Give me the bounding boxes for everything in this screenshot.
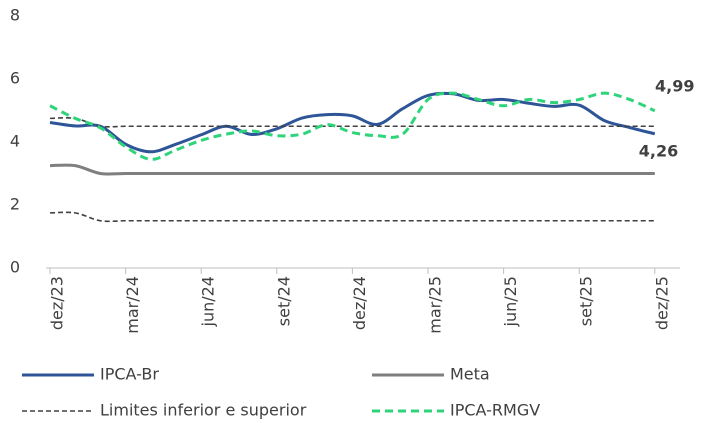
line-series xyxy=(49,211,655,223)
y-tick-label: 6 xyxy=(10,69,20,88)
legend-label: IPCA-RMGV xyxy=(450,401,540,420)
legend-label: Meta xyxy=(450,365,490,384)
y-tick-label: 4 xyxy=(10,132,20,151)
y-tick-label: 8 xyxy=(10,6,20,25)
x-tick-label: set/25 xyxy=(577,276,596,326)
legend-label: IPCA-Br xyxy=(100,365,159,384)
line-series xyxy=(49,91,656,154)
x-tick-label: mar/25 xyxy=(426,276,445,334)
x-tick-label: set/24 xyxy=(274,276,293,326)
y-tick-label: 0 xyxy=(10,258,20,277)
x-tick-label: dez/23 xyxy=(48,276,67,330)
y-tick-label: 2 xyxy=(10,195,20,214)
x-tick-label: jun/25 xyxy=(501,276,520,327)
x-tick-label: dez/24 xyxy=(350,276,369,330)
line-series xyxy=(49,163,655,176)
line-series xyxy=(49,116,655,128)
x-tick-label: dez/25 xyxy=(652,276,671,330)
data-label: 4,26 xyxy=(639,141,678,160)
line-series xyxy=(49,91,656,161)
x-tick-label: jun/24 xyxy=(199,276,218,327)
x-tick-label: mar/24 xyxy=(123,276,142,334)
data-label: 4,99 xyxy=(655,76,694,95)
legend-label: Limites inferior e superior xyxy=(100,401,307,420)
